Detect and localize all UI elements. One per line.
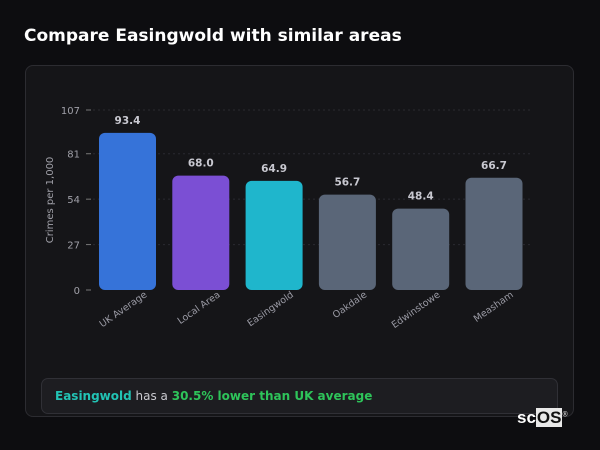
scos-logo: scOS® <box>517 408 568 427</box>
bar-edwinstowe <box>392 208 450 290</box>
bar-value-label: 68.0 <box>188 158 214 170</box>
summary-comparison: 30.5% lower than UK average <box>171 389 373 403</box>
y-tick-label: 27 <box>67 241 80 252</box>
comparison-summary: Easingwold has a 30.5% lower than UK ave… <box>41 378 558 414</box>
bar-value-label: 66.7 <box>481 160 507 172</box>
summary-area-name: Easingwold <box>55 389 132 403</box>
bar-uk-average <box>99 132 156 290</box>
x-tick-label: Oakdale <box>331 289 369 321</box>
summary-text: has a <box>131 389 172 403</box>
x-tick-label: Easingwold <box>246 289 296 329</box>
bar-value-label: 48.4 <box>408 191 434 203</box>
x-tick-label: Edwinstowe <box>390 289 443 331</box>
bar-easingwold <box>245 180 303 290</box>
bar-measham <box>465 177 523 290</box>
y-tick-label: 54 <box>67 195 80 206</box>
x-tick-label: UK Average <box>98 289 150 330</box>
bar-value-label: 64.9 <box>261 163 287 175</box>
y-tick-label: 0 <box>74 286 80 297</box>
y-axis-label: Crimes per 1,000 <box>45 157 56 244</box>
bar-value-label: 56.7 <box>334 177 360 189</box>
bar-value-label: 93.4 <box>115 115 141 127</box>
bar-oakdale <box>318 194 376 290</box>
y-tick-label: 81 <box>67 150 80 161</box>
y-tick-label: 107 <box>61 106 80 117</box>
x-tick-label: Measham <box>472 289 516 324</box>
x-tick-label: Local Area <box>176 289 223 326</box>
bar-local-area <box>172 175 230 290</box>
page-title: Compare Easingwold with similar areas <box>24 26 402 46</box>
